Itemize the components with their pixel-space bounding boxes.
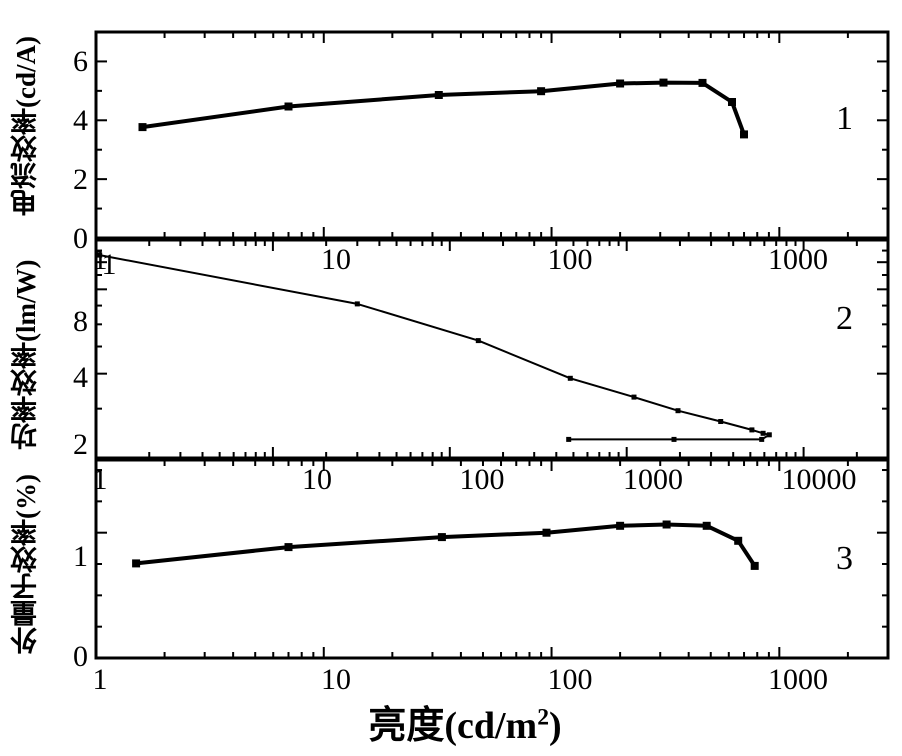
- panel-1-data-marker: [616, 79, 625, 88]
- panel-3-data-marker: [662, 520, 671, 529]
- panel-3-data-marker: [750, 561, 759, 570]
- x-axis-title-close: ): [549, 705, 562, 747]
- panel-2-data-marker: [631, 394, 637, 400]
- panel-2-data-marker: [97, 252, 103, 258]
- x-axis-title-superscript: 2: [537, 704, 549, 731]
- panel-3-xtick-100: 100: [547, 663, 593, 696]
- x-axis-title: 亮度(cd/m2): [300, 694, 630, 749]
- panel-3-data-marker: [542, 528, 551, 537]
- panel-3-xtick-10: 10: [321, 663, 351, 696]
- panel-2-data-marker: [766, 432, 772, 438]
- panel-2-data-marker: [566, 436, 572, 442]
- panel-2-ytick-2: 2: [73, 428, 88, 461]
- panel-3-xtick-1000: 1000: [768, 663, 828, 696]
- panel-2-data-marker: [671, 436, 677, 442]
- panel-3-ytick-0: 0: [73, 640, 88, 673]
- panel-2-xtick-10000: 10000: [781, 463, 857, 496]
- panel-1-frame: [94, 30, 890, 240]
- panel-1-data-marker: [698, 78, 707, 87]
- data-markers: [97, 78, 772, 570]
- panel-3-data-marker: [132, 559, 141, 568]
- panel-1-xtick-10: 10: [321, 243, 351, 276]
- panel-2-frame: [94, 238, 890, 460]
- panel-3-xtick-1: 1: [92, 663, 108, 696]
- panel-1-ytick-2: 2: [73, 163, 88, 196]
- panel-2-xtick-10: 10: [302, 463, 332, 496]
- panel-1-data-marker: [284, 102, 293, 111]
- panel-1-data-marker: [728, 98, 736, 106]
- panel-3-frame: [94, 458, 890, 660]
- axes-frames: [94, 30, 890, 660]
- panel-2-ytick-4: 4: [73, 361, 88, 394]
- panel-1-xtick-1000: 1000: [768, 243, 828, 276]
- panel-3-ytick-1: 1: [73, 540, 88, 573]
- panel-3-number: 3: [836, 540, 853, 577]
- x-axis-title-unit: (cd/m: [444, 705, 538, 747]
- panel-2-ytick-8: 8: [73, 305, 88, 338]
- panel-1-data-marker: [434, 91, 443, 99]
- panel-1-ytick-0: 0: [73, 222, 88, 255]
- panel-1-data-marker: [659, 78, 668, 87]
- panel-2-data-marker: [475, 338, 481, 344]
- panel-2-data-marker: [749, 427, 755, 433]
- panel-3-data-marker: [734, 536, 743, 545]
- panel-3-data-marker: [284, 543, 293, 552]
- data-curves: [98, 80, 771, 568]
- panel-2-series-line: [98, 254, 771, 441]
- panel-2-number: 2: [836, 300, 853, 337]
- panel-2-xtick-1000: 1000: [623, 463, 683, 496]
- panel-2-data-marker: [759, 436, 765, 442]
- panel-2-data-marker: [718, 419, 724, 424]
- x-axis-title-cn: 亮度: [368, 705, 445, 747]
- panel-1-data-marker: [537, 87, 546, 96]
- panel-3-data-marker: [702, 521, 711, 530]
- panel-2-data-marker: [675, 408, 681, 414]
- panel-3-data-marker: [437, 533, 446, 542]
- panel-3-series-line: [134, 522, 757, 568]
- panel-1-xtick-100: 100: [547, 243, 593, 276]
- axes-ticks: [95, 31, 889, 659]
- panel-1-data-marker: [740, 130, 748, 139]
- panel-1-data-marker: [138, 123, 147, 132]
- panel-3-data-marker: [616, 521, 625, 530]
- panel-2-data-marker: [760, 430, 766, 436]
- panel-2-data-marker: [354, 301, 360, 307]
- panel-1-number: 1: [836, 100, 853, 137]
- panel-2-xtick-100: 100: [459, 463, 505, 496]
- panel-2-data-marker: [567, 375, 573, 381]
- panel-1-series-line: [140, 80, 746, 137]
- panel-1-ytick-4: 4: [73, 104, 88, 137]
- panel-1-ytick-6: 6: [73, 45, 88, 78]
